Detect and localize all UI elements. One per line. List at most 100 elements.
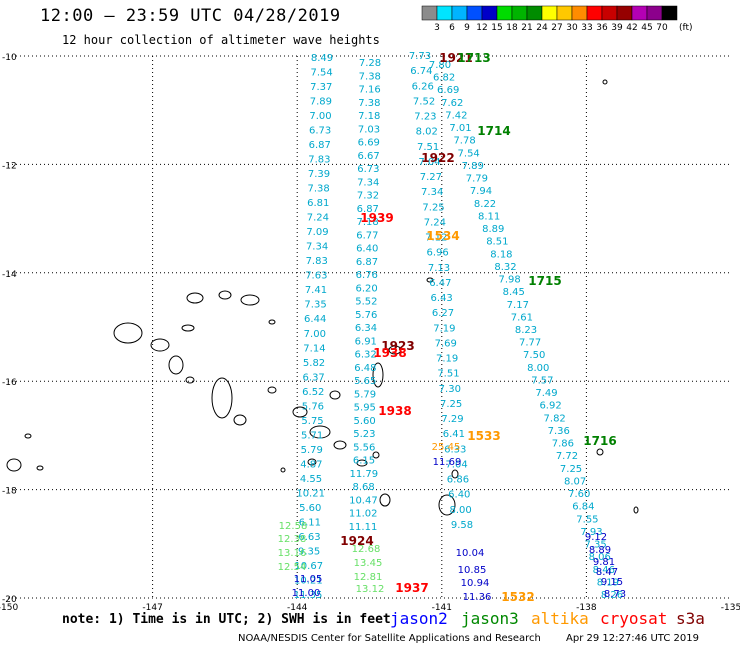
footer-credit: NOAA/NESDIS Center for Satellite Applica…	[238, 633, 541, 644]
island-outline	[451, 469, 459, 479]
wave-height-value: 9.35	[298, 546, 320, 557]
island-outline	[333, 440, 347, 450]
wave-height-value: 7.89	[310, 97, 332, 108]
wave-height-value: 6.73	[357, 164, 379, 175]
colorbar-unit: (ft)	[679, 23, 693, 33]
wave-height-value: 6.52	[302, 387, 324, 398]
wave-height-value: 5.75	[301, 416, 323, 427]
wave-height-value: 7.98	[498, 275, 520, 286]
wave-height-value: 6.33	[444, 444, 466, 455]
wave-height-value: 7.93	[580, 527, 602, 538]
island-outline	[6, 458, 22, 472]
wave-height-value: 7.19	[436, 354, 458, 365]
wave-height-value: 6.69	[437, 85, 459, 96]
colorbar-label: 42	[626, 23, 637, 33]
wave-height-value: 7.01	[449, 123, 471, 134]
wave-height-value: 6.48	[354, 363, 376, 374]
wave-height-value: 7.12	[425, 233, 447, 244]
colorbar-label: 3	[434, 23, 440, 33]
island-outline	[602, 79, 608, 85]
wave-height-value: 6.67	[357, 151, 379, 162]
chart-title: 12:00 – 23:59 UTC 04/28/2019	[40, 6, 341, 26]
wave-height-value: 11.35	[294, 590, 323, 601]
wave-height-value: 8.19	[597, 577, 619, 588]
wave-height-value: 7.54	[458, 148, 480, 159]
wave-height-value: 7.49	[535, 388, 557, 399]
wave-height-value: 6.91	[355, 336, 377, 347]
legend-altika: altika	[531, 609, 589, 628]
wave-height-value: 7.82	[544, 413, 566, 424]
wave-height-value: 7.28	[359, 58, 381, 69]
island-outline	[150, 338, 170, 352]
island-outline	[372, 362, 384, 388]
wave-height-value: 6.47	[429, 278, 451, 289]
wave-height-value: 7.24	[424, 217, 446, 228]
island-outline	[36, 465, 44, 471]
island-outline	[24, 433, 32, 439]
wave-height-value: 8.22	[474, 199, 496, 210]
wave-height-value: 5.71	[301, 430, 323, 441]
island-outline	[185, 376, 195, 384]
island-outline	[168, 355, 184, 375]
wave-height-value: 6.63	[298, 532, 320, 543]
wave-height-value: 4.87	[300, 459, 322, 470]
wave-height-value: 8.32	[494, 262, 516, 273]
island-outline	[280, 467, 286, 473]
colorbar-label: 12	[476, 23, 487, 33]
wave-height-value: 10.04	[456, 548, 485, 559]
wave-height-value: 13.45	[354, 558, 383, 569]
colorbar-label: 27	[551, 23, 562, 33]
lon-tick-label: -138	[576, 603, 597, 613]
wave-height-value: 5.60	[299, 503, 321, 514]
wave-height-value: 7.57	[531, 375, 553, 386]
island-outline	[426, 277, 434, 283]
lon-tick-label: -141	[432, 603, 452, 613]
colorbar-swatch	[661, 5, 678, 21]
wave-height-value: 8.49	[311, 53, 333, 64]
wave-height-value: 8.47	[596, 567, 618, 578]
island-outline	[186, 292, 204, 304]
pass-time-label: 1532	[501, 590, 534, 604]
wave-height-value: 8.73	[604, 589, 626, 600]
chart-subtitle: 12 hour collection of altimeter wave hei…	[62, 33, 380, 47]
lat-tick-label: -18	[2, 487, 17, 497]
wave-height-value: 6.41	[443, 429, 465, 440]
legend-s3a: s3a	[676, 609, 705, 628]
island-outline	[372, 451, 380, 459]
wave-height-value: 7.54	[310, 68, 332, 79]
wave-height-value: 5.52	[355, 297, 377, 308]
lon-tick-label: -150	[0, 603, 18, 613]
wave-height-value: 6.96	[426, 248, 448, 259]
wave-height-value: 6.43	[431, 293, 453, 304]
island-outline	[356, 459, 368, 467]
lon-tick-label: -147	[142, 603, 162, 613]
wave-height-value: 7.04	[445, 459, 467, 470]
wave-height-value: 5.82	[303, 358, 325, 369]
colorbar-label: 30	[566, 23, 578, 33]
wave-height-value: 7.30	[439, 384, 461, 395]
wave-height-value: 11.02	[349, 509, 378, 520]
pass-time-label: 1922	[421, 151, 454, 165]
wave-height-value: 5.79	[354, 389, 376, 400]
wave-height-value: 12.81	[354, 572, 383, 583]
wave-height-value: 7.60	[568, 489, 590, 500]
island-outline	[240, 294, 260, 306]
colorbar-label: 15	[491, 23, 502, 33]
island-outline	[307, 458, 317, 466]
wave-height-value: 7.18	[356, 217, 378, 228]
wave-height-value: 7.55	[576, 514, 598, 525]
wave-height-value: 7.61	[511, 312, 533, 323]
island-outline	[292, 406, 308, 418]
island-outline	[596, 448, 604, 456]
wave-height-value: 7.25	[422, 202, 444, 213]
wave-height-value: 5.79	[301, 445, 323, 456]
wave-height-value: 8.02	[416, 127, 438, 138]
island-outline	[438, 494, 456, 516]
legend-cryosat: cryosat	[600, 609, 668, 628]
wave-height-value: 7.42	[445, 110, 467, 121]
wave-height-value: 7.14	[303, 343, 325, 354]
lon-tick-label: -135	[721, 603, 740, 613]
wave-height-value: 11.11	[349, 522, 378, 533]
lat-tick-label: -20	[2, 595, 17, 605]
colorbar-label: 45	[641, 23, 652, 33]
